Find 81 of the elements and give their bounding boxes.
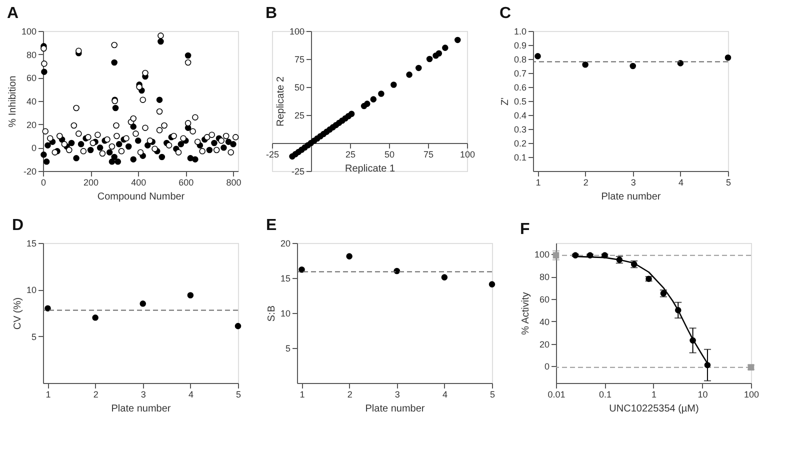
x-tick-label: 100 [460,150,476,160]
x-tick-label: 100 [744,390,760,400]
x-tick-label: 4 [442,390,448,400]
y-axis-title: % Inhibition [7,76,18,128]
y-tick-label: 0.9 [514,40,526,50]
x-tick-label: 5 [236,390,242,400]
y-tick-label: 60 [26,73,36,84]
chart-title: E [266,217,277,234]
y-axis-title: % Activity [520,292,532,335]
y-tick-label: -20 [23,166,36,176]
y-tick-label: 0.2 [514,138,526,148]
y-tick-label: 100 [534,250,550,260]
chart-title: D [12,217,24,234]
y-tick-label: 10 [280,308,290,318]
x-axis-title: Replicate 1 [344,164,396,174]
x-axis-title: Compound Number [97,192,186,202]
y-tick-label: 20 [539,339,550,350]
y-tick-label: 0 [544,362,550,372]
x-tick-label: -25 [266,150,280,160]
x-tick-label: 200 [84,178,99,188]
y-tick-label: 0.5 [514,96,526,106]
x-tick-label: 2 [583,178,588,188]
x-tick-label: 5 [726,178,732,188]
chart-title: F [520,221,530,238]
y-tick-label: 60 [539,294,550,304]
x-tick-label: 75 [423,150,434,160]
y-tick-label: 80 [26,50,36,60]
x-axis-title: Plate number [601,192,662,202]
x-tick-label: 50 [384,150,395,160]
y-tick-label: 0.3 [514,124,526,134]
y-tick-label: 50 [294,82,304,92]
y-tick-label: 15 [26,238,36,248]
y-tick-label: 80 [539,272,550,282]
x-tick-label: 4 [188,390,194,400]
y-tick-label: 10 [26,285,36,296]
x-tick-label: 0.1 [598,390,612,400]
x-tick-label: 0 [40,178,46,188]
y-tick-label: -25 [291,166,304,176]
x-tick-label: 3 [140,390,146,400]
chart-title: A [6,5,19,22]
x-tick-label: 5 [490,390,496,400]
y-tick-label: 40 [26,96,36,106]
chart-title: B [265,5,278,22]
y-tick-label: 75 [294,54,304,64]
chart-title: C [499,5,512,22]
y-axis-title: CV (%) [12,297,24,330]
x-axis-title: UNC10225354 (µM) [609,404,699,414]
x-tick-label: 0.01 [548,390,566,400]
y-tick-label: 20 [280,238,290,248]
x-tick-label: 1 [536,178,541,188]
y-tick-label: 5 [285,344,290,354]
x-tick-label: 1 [651,390,657,400]
x-tick-label: 600 [178,178,194,188]
x-tick-label: 10 [698,390,708,400]
y-tick-label: 100 [289,26,304,36]
x-tick-label: 2 [347,390,352,400]
y-tick-label: 0.7 [514,68,526,78]
y-axis-title: S:B [266,305,278,322]
x-axis-title: Plate number [365,404,426,414]
x-tick-label: 3 [630,178,636,188]
y-tick-label: 0.8 [514,54,526,64]
y-axis-title: Replicate 2 [275,76,286,127]
y-tick-label: 15 [280,274,290,284]
x-tick-label: 4 [678,178,684,188]
x-tick-label: 800 [226,178,242,188]
y-tick-label: 25 [294,110,304,120]
y-tick-label: 0.4 [514,110,526,120]
y-tick-label: 1.0 [514,26,526,36]
x-axis-title: Plate number [111,404,172,414]
x-tick-label: 25 [345,150,356,160]
x-tick-label: 1 [46,390,51,400]
y-tick-label: 5 [31,332,36,342]
x-tick-label: 3 [394,390,400,400]
x-tick-label: 400 [131,178,146,188]
x-tick-label: 2 [93,390,98,400]
y-tick-label: 0.6 [514,82,526,92]
y-tick-label: 40 [539,316,550,327]
y-axis-title: Z' [500,97,511,106]
y-tick-label: 20 [26,120,36,130]
y-tick-label: 100 [21,26,36,36]
x-tick-label: 1 [300,390,305,400]
